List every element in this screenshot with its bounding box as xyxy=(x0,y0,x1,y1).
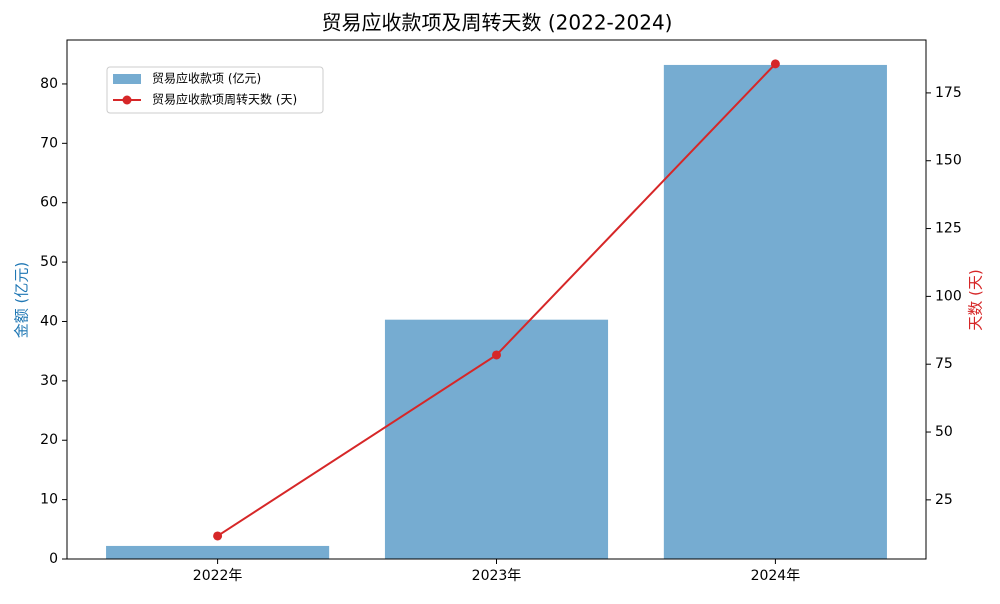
y-tick-label: 60 xyxy=(40,195,58,211)
legend-swatch-marker xyxy=(122,95,132,105)
y2-tick-label: 150 xyxy=(935,153,962,169)
point xyxy=(213,531,223,541)
y-tick-label: 20 xyxy=(40,432,58,448)
y2-tick-label: 175 xyxy=(935,85,962,101)
y2-tick-label: 75 xyxy=(935,356,953,372)
y-tick-label: 30 xyxy=(40,373,58,389)
point xyxy=(492,350,501,360)
legend-box xyxy=(106,66,324,114)
y-tick-label: 0 xyxy=(49,551,58,567)
legend-label: 贸易应收款项周转天数 (天) xyxy=(152,92,297,107)
y-tick-label: 70 xyxy=(40,135,58,151)
y-tick-label: 80 xyxy=(40,76,58,92)
y2-tick-label: 25 xyxy=(935,492,953,508)
y2-tick-label: 100 xyxy=(935,288,962,304)
bar xyxy=(663,64,887,560)
plot-frame xyxy=(66,39,927,560)
y2-tick-label: 125 xyxy=(935,221,962,237)
x-tick-label: 2022年 xyxy=(193,568,243,584)
chart-title: 贸易应收款项及周转天数 (2022-2024) xyxy=(322,11,673,35)
bar xyxy=(106,545,330,559)
point xyxy=(770,59,780,69)
y-tick-label: 10 xyxy=(40,492,58,508)
x-tick-label: 2023年 xyxy=(472,568,522,584)
bar xyxy=(384,319,609,559)
y-axis-label: 金额 (亿元) xyxy=(13,262,31,338)
y2-tick-label: 50 xyxy=(935,424,953,440)
legend-swatch xyxy=(113,74,141,84)
legend: 贸易应收款项 (亿元) 贸易应收款项周转天数 (天) xyxy=(106,66,324,114)
x-tick-label: 2024年 xyxy=(751,568,801,584)
y-tick-label: 40 xyxy=(40,313,58,329)
y2-axis-label: 天数 (天) xyxy=(967,269,985,330)
legend-label: 贸易应收款项 (亿元) xyxy=(152,71,261,86)
y-tick-label: 50 xyxy=(40,254,58,270)
